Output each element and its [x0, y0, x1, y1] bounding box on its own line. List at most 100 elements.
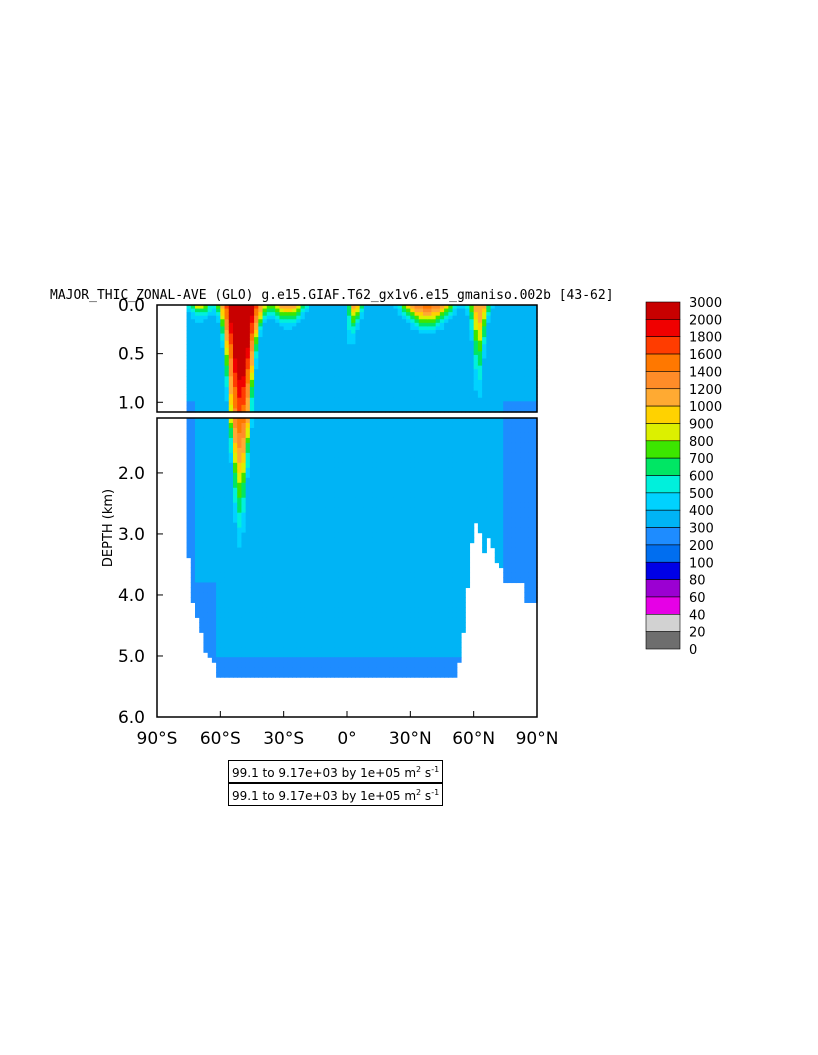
heatmap-cell	[368, 672, 373, 678]
heatmap-cell	[283, 652, 289, 658]
heatmap-cell	[317, 383, 323, 388]
heatmap-cell	[237, 337, 243, 342]
heatmap-cell	[439, 329, 445, 335]
heatmap-cell	[228, 362, 234, 367]
heatmap-cell	[486, 315, 492, 320]
heatmap-cell	[376, 482, 382, 489]
heatmap-cell	[258, 337, 264, 342]
heatmap-cell	[271, 358, 276, 363]
heatmap-cell	[199, 344, 205, 349]
heatmap-cell	[287, 387, 293, 392]
heatmap-cell	[385, 572, 390, 579]
heatmap-cell	[304, 512, 310, 519]
heatmap-cell	[520, 308, 525, 313]
heatmap-cell	[368, 562, 373, 569]
heatmap-cell	[342, 347, 348, 352]
heatmap-cell	[376, 557, 382, 564]
heatmap-cell	[296, 527, 302, 534]
heatmap-cell	[520, 333, 525, 338]
heatmap-cell	[376, 390, 382, 395]
heatmap-cell	[515, 312, 521, 317]
heatmap-cell	[317, 397, 323, 402]
heatmap-cell	[313, 340, 319, 345]
heatmap-cell	[199, 607, 205, 613]
heatmap-cell	[368, 390, 373, 395]
heatmap-cell	[287, 397, 293, 402]
heatmap-cell	[237, 662, 243, 668]
heatmap-cell	[237, 452, 243, 459]
heatmap-cell	[203, 522, 209, 529]
heatmap-cell	[376, 326, 382, 331]
heatmap-cell	[406, 372, 411, 377]
heatmap-cell	[321, 477, 327, 484]
heatmap-cell	[296, 369, 302, 374]
heatmap-cell	[363, 622, 369, 628]
heatmap-cell	[372, 582, 378, 589]
heatmap-cell	[372, 452, 378, 459]
heatmap-cell	[347, 372, 352, 377]
heatmap-cell	[228, 344, 234, 349]
heatmap-cell	[300, 404, 306, 410]
heatmap-cell	[245, 408, 251, 413]
heatmap-cell	[372, 312, 378, 317]
heatmap-cell	[368, 397, 373, 402]
heatmap-cell	[190, 587, 196, 594]
heatmap-cell	[216, 457, 221, 464]
heatmap-cell	[359, 607, 365, 613]
heatmap-cell	[465, 372, 471, 377]
heatmap-cell	[195, 452, 200, 459]
heatmap-cell	[216, 351, 221, 356]
heatmap-cell	[237, 394, 243, 399]
heatmap-cell	[372, 333, 378, 338]
heatmap-cell	[321, 354, 327, 360]
heatmap-cell	[435, 344, 441, 349]
heatmap-cell	[490, 379, 496, 385]
heatmap-cell	[199, 477, 205, 484]
heatmap-cell	[304, 552, 310, 559]
heatmap-cell	[385, 502, 390, 509]
heatmap-cell	[300, 497, 306, 504]
heatmap-cell	[482, 365, 487, 370]
heatmap-cell	[490, 319, 496, 324]
heatmap-cell	[211, 344, 217, 349]
heatmap-cell	[249, 394, 255, 399]
heatmap-cell	[528, 358, 534, 363]
heatmap-cell	[287, 337, 293, 342]
heatmap-cell	[385, 462, 390, 469]
heatmap-cell	[456, 322, 462, 327]
heatmap-cell	[220, 358, 226, 363]
heatmap-cell	[347, 467, 352, 474]
heatmap-cell	[532, 329, 538, 335]
heatmap-cell	[393, 472, 399, 479]
heatmap-cell	[266, 387, 272, 392]
heatmap-cell	[220, 602, 226, 608]
heatmap-cell	[363, 557, 369, 564]
heatmap-cell	[372, 329, 378, 335]
heatmap-cell	[511, 305, 517, 310]
heatmap-cell	[515, 337, 521, 342]
heatmap-cell	[266, 390, 272, 395]
heatmap-cell	[342, 662, 348, 668]
heatmap-cell	[292, 354, 297, 360]
heatmap-cell	[359, 602, 365, 608]
heatmap-cell	[499, 369, 504, 374]
heatmap-cell	[300, 408, 306, 413]
heatmap-cell	[309, 667, 314, 673]
heatmap-cell	[266, 587, 272, 594]
heatmap-cell	[507, 379, 513, 385]
heatmap-cell	[397, 404, 403, 410]
heatmap-cell	[406, 312, 411, 317]
heatmap-cell	[207, 319, 213, 324]
heatmap-cell	[258, 582, 264, 589]
heatmap-cell	[389, 344, 395, 349]
heatmap-cell	[245, 358, 251, 363]
heatmap-cell	[245, 437, 251, 444]
heatmap-cell	[258, 507, 264, 514]
heatmap-cell	[203, 477, 209, 484]
heatmap-cell	[427, 344, 433, 349]
heatmap-cell	[254, 602, 259, 608]
heatmap-cell	[195, 372, 200, 377]
heatmap-cell	[334, 387, 340, 392]
heatmap-cell	[380, 567, 386, 574]
heatmap-cell	[359, 472, 365, 479]
